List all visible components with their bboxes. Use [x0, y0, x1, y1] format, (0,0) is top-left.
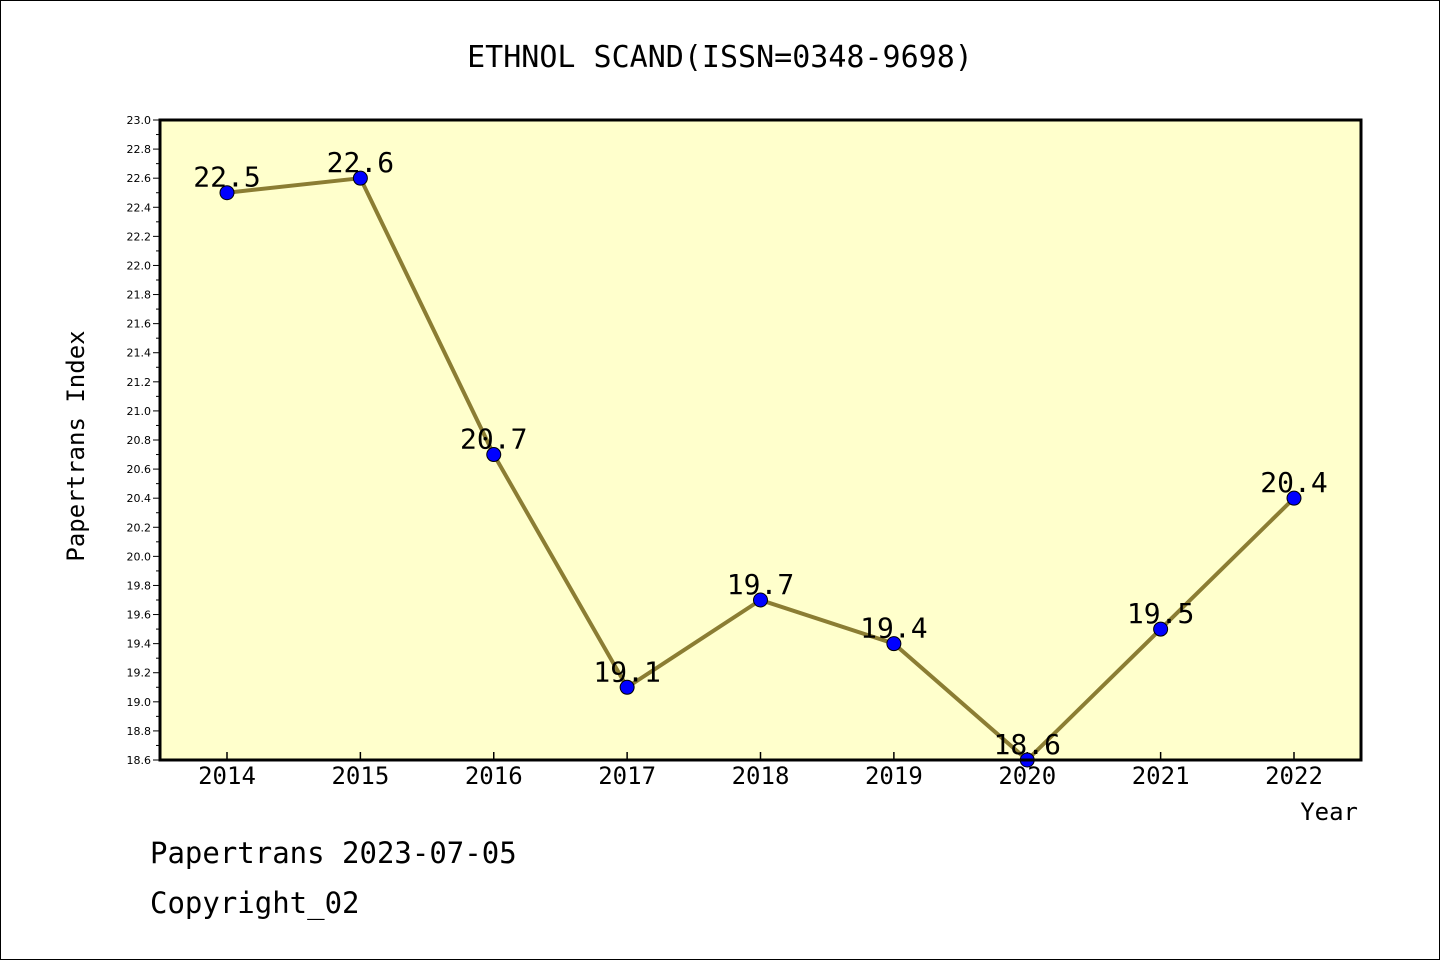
y-tick-label: 19.4	[127, 638, 152, 651]
y-tick-label: 22.6	[127, 172, 152, 185]
y-tick-label: 21.4	[127, 347, 152, 360]
data-label: 19.7	[727, 568, 794, 601]
y-tick-label: 19.0	[127, 696, 152, 709]
y-tick-label: 19.2	[127, 667, 152, 680]
x-tick-label: 2015	[331, 762, 389, 790]
data-label: 20.4	[1260, 466, 1327, 499]
chart-title: ETHNOL SCAND(ISSN=0348-9698)	[467, 40, 973, 75]
data-label: 20.7	[460, 423, 527, 456]
data-label: 22.6	[327, 146, 394, 179]
y-axis-label: Papertrans Index	[62, 330, 90, 561]
y-tick-label: 21.2	[127, 376, 152, 389]
footer-date: Papertrans 2023-07-05	[150, 836, 517, 870]
x-axis-label: Year	[1300, 798, 1358, 826]
plot-border	[158, 118, 1363, 762]
data-point	[886, 636, 902, 652]
y-tick-label: 18.6	[127, 754, 152, 767]
footer-copyright: Copyright_02	[150, 886, 360, 920]
data-point	[1153, 621, 1169, 637]
y-tick-label: 22.2	[127, 230, 152, 243]
data-label: 19.5	[1127, 597, 1194, 630]
y-tick-label: 20.8	[127, 434, 152, 447]
data-label: 22.5	[193, 161, 260, 194]
y-tick-label: 19.6	[127, 609, 152, 622]
y-tick-label: 20.2	[127, 521, 152, 534]
series-layer: 22.5 22.6 20.7 19.1 19.7 19.4 18.6 19.5 20.4	[193, 146, 1328, 768]
y-tick-label: 22.8	[127, 143, 152, 156]
y-tick-label: 23.0	[127, 114, 152, 127]
x-tick-label: 2016	[465, 762, 523, 790]
y-axis: 18.6 18.8 19.0 19.2 19.4 19.6 19.8 20.0 20.2 20.4…	[127, 114, 160, 767]
data-point	[619, 679, 635, 695]
y-tick-label: 20.4	[127, 492, 152, 505]
y-tick-label: 21.8	[127, 289, 152, 302]
x-tick-label: 2022	[1265, 762, 1323, 790]
data-label: 19.4	[860, 612, 927, 645]
y-tick-label: 18.8	[127, 725, 152, 738]
x-tick-label: 2019	[865, 762, 923, 790]
x-tick-label: 2014	[198, 762, 256, 790]
y-tick-label: 22.0	[127, 259, 152, 272]
plot-area	[160, 120, 1361, 760]
x-axis: 2014 2015 2016 2017 2018 2019 2020 2021 2022	[198, 752, 1323, 790]
y-tick-label: 21.0	[127, 405, 152, 418]
data-point	[219, 185, 235, 201]
y-tick-label: 20.0	[127, 550, 152, 563]
data-label: 19.1	[593, 655, 660, 688]
x-tick-label: 2017	[598, 762, 656, 790]
data-point	[753, 592, 768, 608]
y-tick-label: 20.6	[127, 463, 152, 476]
data-point	[486, 447, 502, 463]
data-point	[352, 170, 368, 186]
x-tick-label: 2021	[1132, 762, 1190, 790]
y-tick-label: 19.8	[127, 579, 152, 592]
y-tick-label: 22.4	[127, 201, 152, 214]
data-point	[1286, 490, 1302, 506]
y-tick-label: 21.6	[127, 318, 152, 331]
x-tick-label: 2018	[732, 762, 790, 790]
data-label: 18.6	[994, 728, 1061, 761]
